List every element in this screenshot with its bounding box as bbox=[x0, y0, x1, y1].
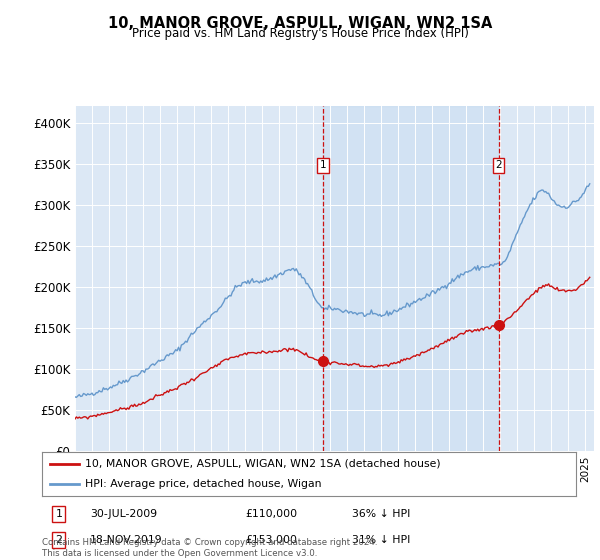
Text: 30-JUL-2009: 30-JUL-2009 bbox=[90, 510, 157, 519]
Text: 2: 2 bbox=[55, 535, 62, 544]
Text: Contains HM Land Registry data © Crown copyright and database right 2024.
This d: Contains HM Land Registry data © Crown c… bbox=[42, 538, 377, 558]
Bar bbox=[323, 106, 499, 451]
Text: 18-NOV-2019: 18-NOV-2019 bbox=[90, 535, 163, 544]
Text: 36% ↓ HPI: 36% ↓ HPI bbox=[352, 510, 410, 519]
Text: 31% ↓ HPI: 31% ↓ HPI bbox=[352, 535, 410, 544]
Text: 1: 1 bbox=[320, 160, 326, 170]
Text: 2: 2 bbox=[495, 160, 502, 170]
Text: HPI: Average price, detached house, Wigan: HPI: Average price, detached house, Wiga… bbox=[85, 479, 321, 489]
Text: £110,000: £110,000 bbox=[245, 510, 297, 519]
Text: Price paid vs. HM Land Registry's House Price Index (HPI): Price paid vs. HM Land Registry's House … bbox=[131, 27, 469, 40]
Text: £153,000: £153,000 bbox=[245, 535, 297, 544]
Text: 10, MANOR GROVE, ASPULL, WIGAN, WN2 1SA (detached house): 10, MANOR GROVE, ASPULL, WIGAN, WN2 1SA … bbox=[85, 459, 440, 469]
Text: 10, MANOR GROVE, ASPULL, WIGAN, WN2 1SA: 10, MANOR GROVE, ASPULL, WIGAN, WN2 1SA bbox=[108, 16, 492, 31]
Text: 1: 1 bbox=[55, 510, 62, 519]
